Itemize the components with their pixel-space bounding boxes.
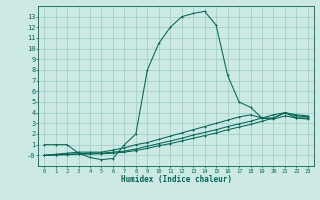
X-axis label: Humidex (Indice chaleur): Humidex (Indice chaleur) (121, 175, 231, 184)
